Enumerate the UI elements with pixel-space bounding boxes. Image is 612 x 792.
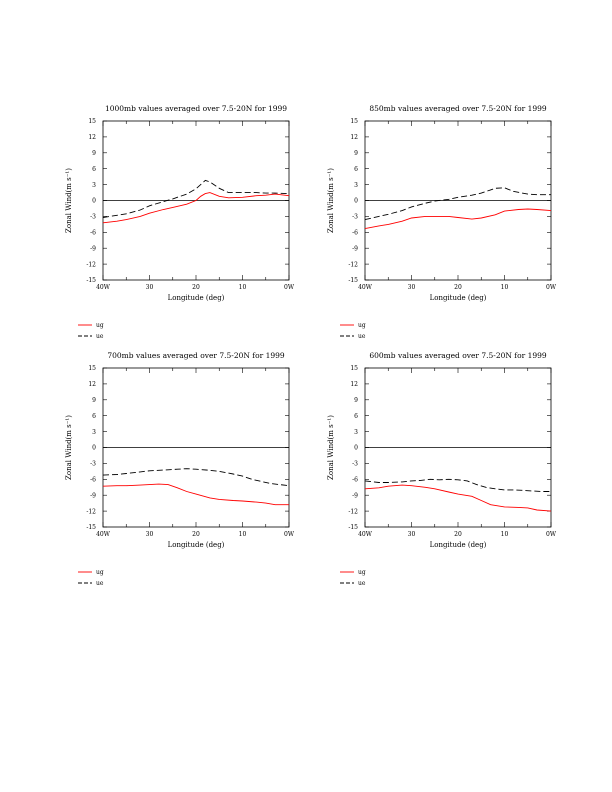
- y-tick-label: 0: [92, 198, 96, 205]
- y-tick-label: -12: [348, 261, 358, 268]
- x-tick-label: 30: [146, 531, 154, 538]
- y-axis-label: Zonal Wind(m s⁻¹): [327, 415, 335, 480]
- y-tick-label: 15: [350, 365, 358, 372]
- y-tick-label: 3: [354, 182, 358, 189]
- chart-panel-2: 850mb values averaged over 7.5-20N for 1…: [327, 104, 557, 340]
- series-line-ug: [364, 484, 552, 512]
- series-line-ug: [364, 208, 552, 230]
- x-tick-label: 20: [192, 531, 200, 538]
- y-tick-label: -3: [90, 214, 96, 221]
- x-tick-label: 0W: [284, 284, 295, 291]
- x-tick-label: 40W: [358, 531, 373, 538]
- y-tick-label: -15: [348, 277, 358, 284]
- legend-label-ue: ue: [358, 333, 366, 340]
- legend-label-ue: ue: [96, 333, 104, 340]
- x-tick-label: 40W: [96, 531, 111, 538]
- x-axis-label: Longitude (deg): [168, 294, 225, 302]
- y-tick-label: 15: [88, 365, 96, 372]
- legend-label-ug: ug: [358, 569, 366, 576]
- y-tick-label: 12: [350, 134, 358, 141]
- y-tick-label: 9: [354, 150, 358, 157]
- series-line-ue: [364, 187, 551, 221]
- y-tick-label: -6: [352, 230, 358, 237]
- y-tick-label: 12: [350, 381, 358, 388]
- y-axis-label: Zonal Wind(m s⁻¹): [65, 415, 73, 480]
- series-line-ue: [102, 468, 290, 487]
- legend-label-ug: ug: [96, 569, 104, 576]
- x-tick-label: 20: [454, 284, 462, 291]
- y-tick-label: 6: [92, 413, 96, 420]
- y-tick-label: -3: [352, 461, 358, 468]
- chart-title: 700mb values averaged over 7.5-20N for 1…: [107, 351, 285, 360]
- y-tick-label: 15: [350, 118, 358, 125]
- x-tick-label: 40W: [96, 284, 111, 291]
- y-tick-label: -12: [86, 508, 96, 515]
- y-tick-label: 0: [354, 445, 358, 452]
- series-line-ug: [102, 483, 289, 506]
- x-tick-label: 10: [239, 531, 247, 538]
- chart-title: 1000mb values averaged over 7.5-20N for …: [105, 104, 287, 113]
- chart-title: 850mb values averaged over 7.5-20N for 1…: [369, 104, 547, 113]
- series-line-ug: [102, 192, 290, 224]
- chart-panel-3: 700mb values averaged over 7.5-20N for 1…: [65, 351, 295, 587]
- y-tick-label: -12: [348, 508, 358, 515]
- y-tick-label: 9: [92, 397, 96, 404]
- y-tick-label: 15: [88, 118, 96, 125]
- chart-panel-4: 600mb values averaged over 7.5-20N for 1…: [327, 351, 557, 587]
- series-line-ue: [102, 179, 290, 218]
- x-tick-label: 20: [192, 284, 200, 291]
- legend-label-ue: ue: [358, 580, 366, 587]
- legend-label-ug: ug: [358, 322, 366, 329]
- x-tick-label: 30: [146, 284, 154, 291]
- y-tick-label: -6: [90, 477, 96, 484]
- x-tick-label: 0W: [546, 284, 557, 291]
- y-tick-label: 12: [88, 381, 96, 388]
- x-axis-label: Longitude (deg): [168, 541, 225, 549]
- series-line-ue: [364, 478, 551, 492]
- y-tick-label: -9: [90, 245, 96, 252]
- y-tick-label: -9: [352, 245, 358, 252]
- y-tick-label: -3: [352, 214, 358, 221]
- legend-label-ug: ug: [96, 322, 104, 329]
- chart-panel-1: 1000mb values averaged over 7.5-20N for …: [65, 104, 295, 340]
- y-tick-label: -12: [86, 261, 96, 268]
- y-tick-label: 3: [92, 182, 96, 189]
- y-tick-label: 3: [354, 429, 358, 436]
- x-tick-label: 10: [501, 531, 509, 538]
- x-tick-label: 20: [454, 531, 462, 538]
- x-tick-label: 30: [408, 531, 416, 538]
- y-tick-label: 12: [88, 134, 96, 141]
- y-tick-label: -15: [86, 277, 96, 284]
- y-tick-label: 6: [354, 166, 358, 173]
- y-axis-label: Zonal Wind(m s⁻¹): [327, 168, 335, 233]
- y-tick-label: -3: [90, 461, 96, 468]
- chart-title: 600mb values averaged over 7.5-20N for 1…: [369, 351, 547, 360]
- x-axis-label: Longitude (deg): [430, 541, 487, 549]
- y-tick-label: 3: [92, 429, 96, 436]
- x-tick-label: 0W: [546, 531, 557, 538]
- x-tick-label: 10: [239, 284, 247, 291]
- y-tick-label: -15: [86, 524, 96, 531]
- x-tick-label: 40W: [358, 284, 373, 291]
- y-tick-label: -15: [348, 524, 358, 531]
- y-tick-label: 6: [354, 413, 358, 420]
- y-tick-label: 9: [354, 397, 358, 404]
- y-tick-label: -6: [90, 230, 96, 237]
- y-tick-label: 6: [92, 166, 96, 173]
- y-tick-label: 9: [92, 150, 96, 157]
- legend-label-ue: ue: [96, 580, 104, 587]
- y-tick-label: -9: [90, 492, 96, 499]
- y-tick-label: -6: [352, 477, 358, 484]
- y-axis-label: Zonal Wind(m s⁻¹): [65, 168, 73, 233]
- x-tick-label: 30: [408, 284, 416, 291]
- y-tick-label: 0: [354, 198, 358, 205]
- x-axis-label: Longitude (deg): [430, 294, 487, 302]
- x-tick-label: 0W: [284, 531, 295, 538]
- y-tick-label: 0: [92, 445, 96, 452]
- x-tick-label: 10: [501, 284, 509, 291]
- y-tick-label: -9: [352, 492, 358, 499]
